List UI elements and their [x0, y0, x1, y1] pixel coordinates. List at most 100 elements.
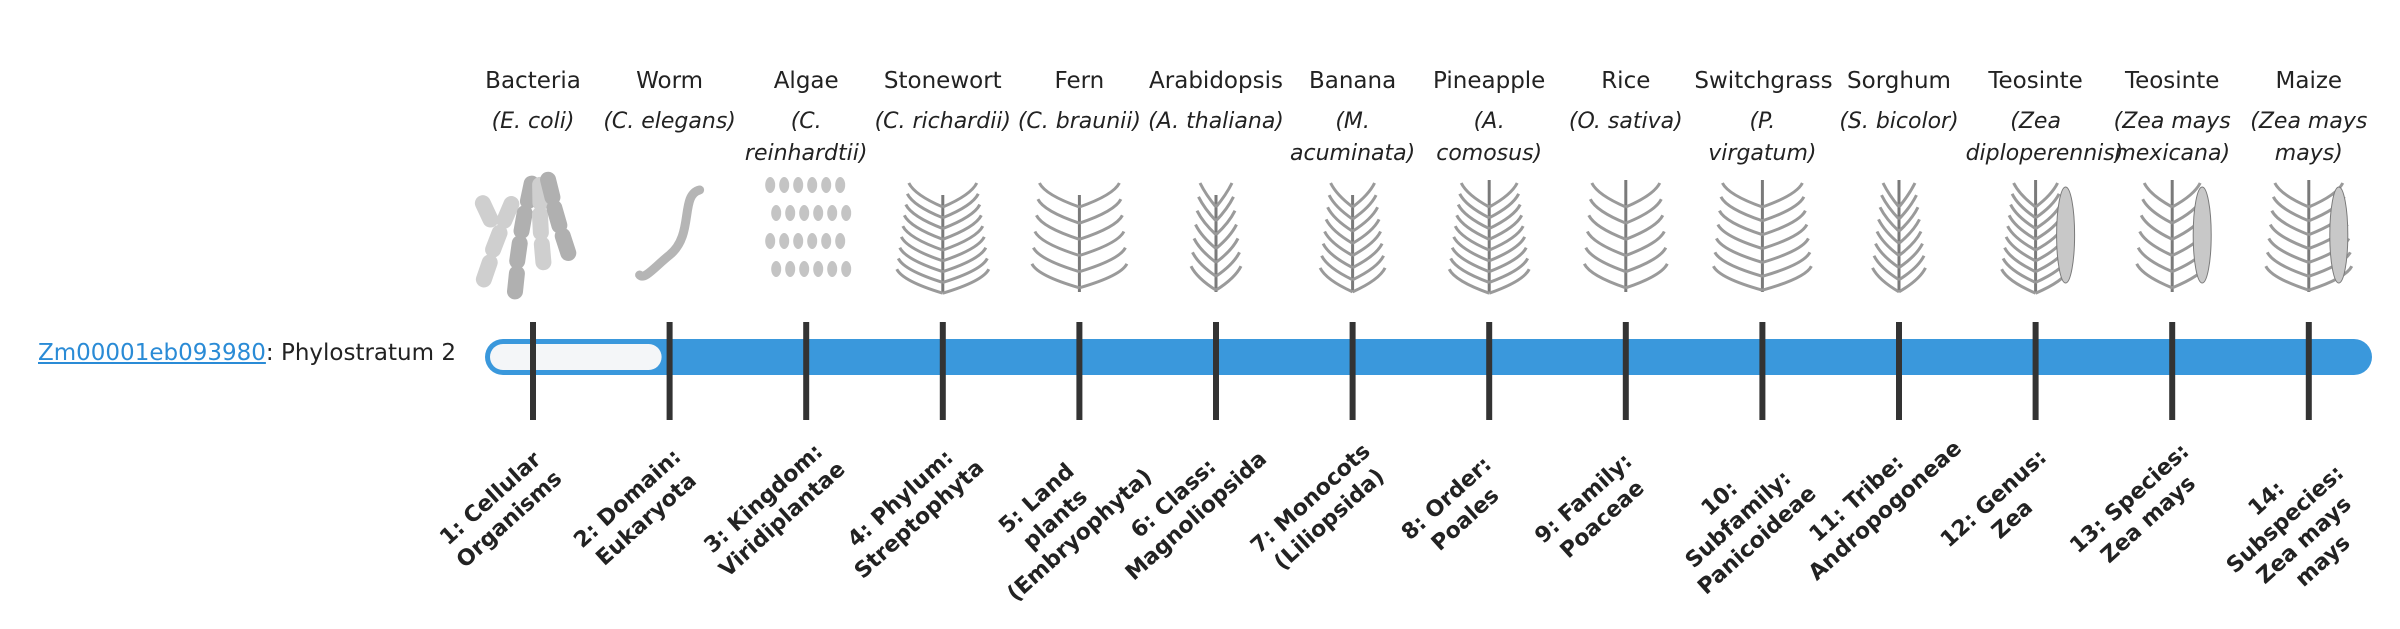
leaf [1323, 230, 1354, 257]
leaf [902, 214, 944, 241]
leaf [2273, 182, 2310, 209]
organism-name: Fern [1054, 68, 1105, 94]
leaf [1195, 210, 1218, 236]
cell [771, 205, 782, 221]
leaf [1329, 182, 1354, 209]
leaf [1351, 206, 1379, 233]
organism-name: Pineapple [1433, 68, 1546, 94]
stratum-number: 2 [441, 340, 456, 366]
organism-name: Rice [1601, 68, 1651, 94]
organism-illustration [635, 185, 705, 281]
organism-name: Banana [1308, 68, 1397, 94]
leaf [1488, 246, 1528, 274]
organism-species: (Zea mays mays) [2250, 109, 2368, 166]
leaf [1625, 230, 1666, 257]
cell [799, 261, 810, 277]
leaf [1318, 267, 1354, 294]
leaf [1761, 196, 1806, 223]
cell [793, 177, 804, 193]
leaf [1326, 206, 1354, 233]
leaf [1880, 194, 1901, 221]
leaf [1878, 206, 1901, 233]
leaf [2265, 251, 2310, 278]
organism-illustration [474, 171, 577, 300]
organism-illustration [1712, 180, 1813, 292]
worm [635, 185, 705, 281]
cob [2329, 186, 2349, 284]
stratum-fill [490, 344, 662, 370]
leaf [2001, 257, 2037, 284]
timeline-bar [485, 339, 2372, 375]
leaf [1036, 198, 1080, 225]
organism-species: (O. sativa) [1568, 109, 1683, 134]
cell [835, 233, 846, 249]
leaf [1721, 182, 1763, 209]
leaf [2012, 182, 2037, 209]
leaf [1351, 267, 1387, 294]
leaf [1214, 210, 1237, 236]
phylostratigraphy-view: Zm00001eb093980: Phylostratum 2 Bacteria… [38, 68, 2372, 607]
leaf [1030, 263, 1080, 290]
organism-name: Switchgrass [1694, 68, 1833, 94]
cell [821, 177, 832, 193]
organism-species: (A. comosus) [1436, 109, 1543, 166]
organism-name: Maize [2275, 68, 2343, 94]
leaf [1488, 193, 1521, 220]
rod [507, 265, 525, 300]
leaf [2136, 246, 2173, 274]
cell [765, 233, 776, 249]
gene-link[interactable]: Zm00001eb093980 [38, 340, 266, 366]
leaf [2010, 193, 2037, 220]
leaf [1214, 182, 1234, 208]
leaf [1898, 267, 1927, 294]
cob [2192, 186, 2212, 284]
leaf [899, 236, 944, 263]
leaf [1215, 251, 1241, 278]
leaf [1872, 255, 1900, 282]
leaf [1761, 223, 1809, 251]
leaf [1033, 230, 1080, 257]
leaf [2000, 268, 2037, 295]
leaf [2135, 263, 2173, 290]
leaf [1192, 237, 1217, 264]
gene-row: Zm00001eb093980: Phylostratum 2 [38, 340, 456, 366]
rod [513, 205, 533, 239]
leaf [2267, 237, 2310, 264]
leaf [1897, 194, 1918, 221]
leaf [1327, 194, 1354, 221]
organism-illustration [1189, 182, 1243, 292]
leaf [1351, 242, 1384, 269]
leaf [2007, 214, 2037, 241]
cell [835, 177, 846, 193]
leaf [1453, 225, 1490, 252]
rod [496, 196, 520, 229]
cell [765, 177, 776, 193]
leaf [904, 203, 944, 230]
organism-illustration [2000, 180, 2076, 295]
leaf [1718, 209, 1763, 237]
leaf [1351, 230, 1382, 257]
rod [533, 236, 552, 271]
leaf [1871, 267, 1900, 294]
leaf [2141, 198, 2173, 225]
organism-species: (C. richardii) [874, 109, 1012, 134]
cell [785, 261, 796, 277]
leaf [942, 214, 983, 241]
leaf [942, 225, 985, 252]
leaf [1715, 237, 1763, 264]
leaf [1898, 255, 1926, 282]
leaf [2034, 182, 2059, 209]
leaf [1898, 242, 1924, 269]
cell [841, 205, 852, 221]
organism-illustration [2135, 180, 2212, 292]
leaf [1488, 182, 1519, 209]
leaf [1078, 198, 1123, 225]
organism-name: Stonewort [883, 68, 1002, 94]
organism-illustration [1447, 180, 1531, 295]
leaf [1761, 237, 1810, 264]
leaf [905, 193, 944, 220]
leaf [1761, 251, 1812, 278]
rod [531, 206, 549, 241]
cell [813, 205, 824, 221]
leaf [942, 246, 988, 274]
